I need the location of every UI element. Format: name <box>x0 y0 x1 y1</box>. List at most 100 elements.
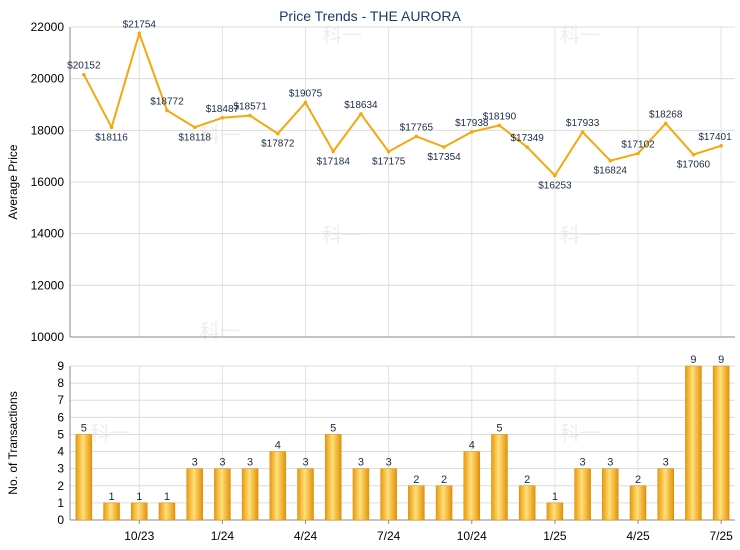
price-data-label: $18487 <box>206 104 240 115</box>
transaction-bar <box>408 485 425 521</box>
transaction-bar-label: 3 <box>607 457 613 469</box>
watermark-text: 科一 <box>322 23 362 47</box>
x-tick-label: 4/24 <box>294 529 318 543</box>
transactions-ytick-label: 9 <box>57 359 64 373</box>
price-y-axis-title: Average Price <box>6 144 20 219</box>
transaction-bar <box>324 434 342 521</box>
transaction-bar-label: 1 <box>164 491 170 503</box>
transactions-plot-area <box>70 366 735 520</box>
transaction-bar-label: 4 <box>275 440 281 452</box>
price-data-label: $17060 <box>677 160 711 171</box>
price-data-label: $18772 <box>150 96 184 107</box>
transactions-y-axis-title: No. of Transactions <box>6 391 20 494</box>
average-price-point <box>691 152 696 157</box>
x-tick-label: 10/24 <box>457 529 487 543</box>
transactions-ytick-label: 1 <box>57 496 64 510</box>
transaction-bar-label: 9 <box>690 354 696 366</box>
average-price-point <box>497 123 502 128</box>
average-price-point <box>220 115 225 120</box>
transaction-bar-label: 2 <box>413 474 419 486</box>
transaction-bar <box>574 468 591 521</box>
price-data-label: $17349 <box>511 133 545 144</box>
price-ytick-label: 12000 <box>31 278 65 292</box>
transaction-bar <box>75 434 93 521</box>
watermark-text: 科一 <box>560 223 600 247</box>
x-tick-label: 1/24 <box>211 529 235 543</box>
price-data-label: $18118 <box>178 132 211 143</box>
x-tick-label: 7/25 <box>709 529 733 543</box>
average-price-point <box>165 108 169 113</box>
transaction-bar-label: 3 <box>219 457 225 469</box>
transaction-bar <box>380 468 397 521</box>
average-price-point <box>580 130 585 134</box>
transaction-bar <box>269 451 287 521</box>
transaction-bar-label: 3 <box>302 457 308 469</box>
transaction-bar-label: 2 <box>635 474 641 486</box>
price-ytick-label: 10000 <box>31 330 65 344</box>
price-data-label: $16824 <box>594 166 628 177</box>
transaction-bar <box>463 451 481 521</box>
transaction-bar <box>712 365 730 521</box>
price-data-label: $17401 <box>698 132 732 143</box>
price-data-label: $18634 <box>344 100 378 111</box>
average-price-point <box>331 149 336 154</box>
watermark-text: 科一 <box>90 421 130 445</box>
average-price-point <box>414 134 419 139</box>
price-ytick-label: 22000 <box>31 20 65 34</box>
price-data-label: $20152 <box>67 61 101 72</box>
average-price-point <box>386 149 391 154</box>
transaction-bar-label: 2 <box>524 474 530 486</box>
watermark-text: 科一 <box>200 123 240 147</box>
transactions-ytick-label: 0 <box>57 513 64 527</box>
average-price-point <box>663 121 668 126</box>
transactions-ytick-label: 8 <box>57 376 64 390</box>
transaction-bar-label: 1 <box>109 491 115 503</box>
average-price-point <box>636 151 640 156</box>
transaction-bar <box>629 485 647 521</box>
transaction-bar <box>131 502 148 521</box>
x-tick-label: 7/24 <box>377 529 401 543</box>
chart-title: Price Trends - THE AURORA <box>279 8 461 24</box>
transactions-ytick-label: 2 <box>57 479 64 493</box>
transaction-bar <box>546 502 564 521</box>
price-ytick-label: 14000 <box>31 227 65 241</box>
price-ytick-label: 18000 <box>31 123 65 137</box>
average-price-point <box>553 173 557 178</box>
watermark-text: 科一 <box>560 421 600 445</box>
transaction-bar <box>352 468 370 521</box>
average-price-point <box>82 72 86 77</box>
x-tick-label: 1/25 <box>543 529 567 543</box>
transaction-bar <box>518 485 536 521</box>
average-price-point <box>192 125 197 130</box>
average-price-point <box>608 158 613 163</box>
price-data-label: $17184 <box>317 156 351 167</box>
transaction-bar <box>103 502 120 521</box>
transactions-panel: 0 1 2 3 4 5 6 7 8 9 科一 科一 No. of Transactions 5 1 1 1 3 3 3… <box>6 354 735 543</box>
average-price-point <box>442 145 446 149</box>
price-ytick-label: 16000 <box>31 175 65 189</box>
price-data-label: $21754 <box>123 19 157 30</box>
transaction-bar-label: 3 <box>247 457 253 469</box>
transaction-bar-label: 1 <box>552 491 558 503</box>
transaction-bar <box>435 485 453 521</box>
price-data-label: $17765 <box>400 122 434 133</box>
transaction-bar-label: 5 <box>496 422 502 434</box>
price-data-label: $17175 <box>372 157 406 168</box>
average-price-point <box>137 31 142 36</box>
average-price-point <box>248 113 252 118</box>
transaction-bar-label: 5 <box>330 422 336 434</box>
transaction-bar-label: 1 <box>136 491 142 503</box>
average-price-point <box>525 145 529 149</box>
transaction-bar <box>158 502 176 521</box>
transaction-bar <box>602 468 619 521</box>
average-price-point <box>303 100 308 105</box>
x-tick-label: 4/25 <box>626 529 650 543</box>
price-data-label: $18268 <box>649 109 683 120</box>
price-ytick-label: 20000 <box>31 72 65 86</box>
transaction-bar-label: 2 <box>441 474 447 486</box>
price-data-label: $17872 <box>261 139 295 150</box>
average-price-line <box>83 32 722 177</box>
average-price-point <box>276 131 280 136</box>
